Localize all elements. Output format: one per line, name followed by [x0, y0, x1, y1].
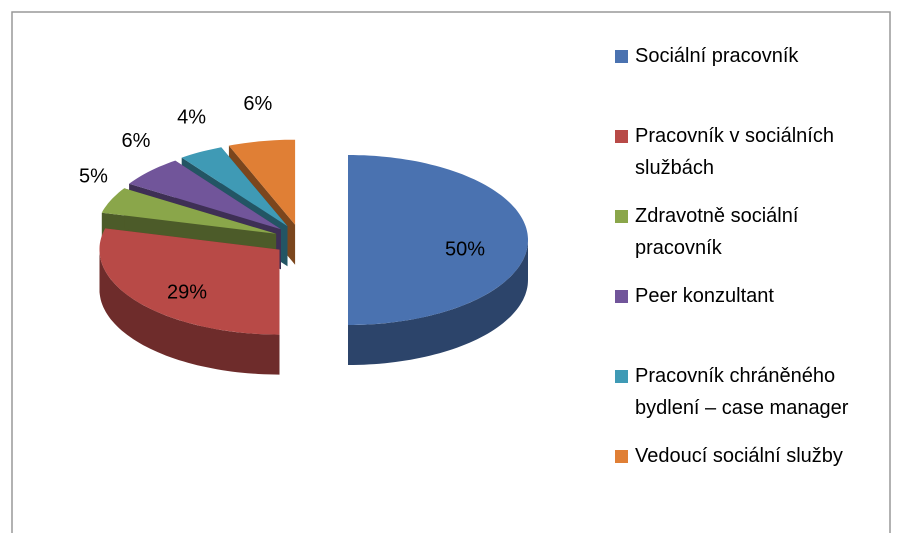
legend-label: Pracovník chráněného bydlení – case mana…	[635, 365, 849, 419]
legend-label: Sociální pracovník	[635, 45, 799, 67]
data-label: 6%	[122, 130, 151, 152]
data-label: 4%	[177, 106, 206, 128]
legend-swatch	[615, 290, 628, 303]
data-label: 5%	[79, 165, 108, 187]
slice	[129, 160, 281, 230]
slice	[181, 147, 288, 227]
data-label: 29%	[167, 282, 207, 304]
data-label: 6%	[243, 93, 272, 115]
data-label: 50%	[445, 238, 485, 260]
legend-label: Zdravotně sociální pracovník	[635, 205, 804, 259]
slice-side	[99, 249, 280, 375]
legend-label: Pracovník v sociálních službách	[635, 125, 840, 179]
legend-swatch	[615, 130, 628, 143]
legend-label: Peer konzultant	[635, 285, 774, 307]
slice	[228, 139, 296, 225]
legend-swatch	[615, 450, 628, 463]
legend-swatch	[615, 50, 628, 63]
legend-label: Vedoucí sociální služby	[635, 445, 843, 467]
legend-swatch	[615, 370, 628, 383]
slice	[99, 228, 280, 335]
legend-swatch	[615, 210, 628, 223]
slice	[101, 188, 277, 234]
slice-side	[348, 240, 528, 365]
slice	[348, 155, 528, 325]
